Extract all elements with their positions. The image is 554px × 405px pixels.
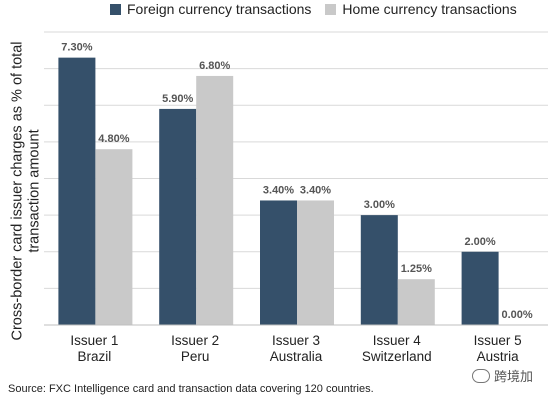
watermark: 跨境加: [472, 366, 533, 385]
data-label: 3.40%: [263, 184, 294, 196]
legend-swatch-foreign: [110, 3, 121, 15]
y-axis-label-text: Cross-border card issuer charges as % of…: [9, 42, 43, 341]
legend-item-home: Home currency transactions: [325, 1, 517, 17]
x-tick-label: Issuer 4: [373, 333, 422, 348]
x-tick-sublabel: Brazil: [78, 349, 112, 364]
data-label: 6.80%: [199, 60, 230, 72]
bar-home: [397, 279, 435, 325]
bar-foreign: [58, 57, 96, 325]
x-tick-label: Issuer 3: [272, 333, 320, 348]
bar-foreign: [360, 215, 398, 325]
y-axis-label-line-1: Cross-border card issuer charges as % of…: [9, 41, 25, 341]
legend-label-foreign: Foreign currency transactions: [127, 1, 312, 17]
x-tick-label: Issuer 1: [70, 333, 118, 348]
wechat-icon: [472, 368, 490, 383]
x-tick-label: Issuer 2: [171, 333, 219, 348]
x-tick-sublabel: Peru: [181, 349, 210, 364]
x-tick-sublabel: Austria: [477, 349, 520, 364]
bar-foreign: [461, 251, 499, 325]
data-label: 1.25%: [401, 263, 432, 275]
data-label: 4.80%: [98, 133, 129, 145]
data-label: 3.40%: [300, 184, 331, 196]
legend-label-home: Home currency transactions: [342, 1, 517, 17]
bar-foreign: [159, 108, 197, 325]
data-label: 2.00%: [464, 236, 495, 248]
y-axis-label: Cross-border card issuer charges as % of…: [6, 36, 46, 346]
bar-home: [297, 200, 334, 325]
bar-home: [95, 149, 133, 325]
bar-home: [196, 75, 234, 325]
bar-foreign: [260, 200, 297, 325]
data-label: 3.00%: [364, 199, 395, 211]
legend-swatch-home: [325, 3, 337, 15]
x-tick-sublabel: Australia: [270, 349, 323, 364]
data-label: 0.00%: [501, 309, 532, 321]
data-label: 5.90%: [162, 93, 193, 105]
x-tick-label: Issuer 5: [474, 333, 522, 348]
x-tick-sublabel: Switzerland: [362, 349, 432, 364]
legend: Foreign currency transactions Home curre…: [110, 1, 517, 17]
legend-item-foreign: Foreign currency transactions: [110, 1, 311, 17]
watermark-text: 跨境加: [494, 369, 534, 384]
data-label: 7.30%: [61, 42, 92, 54]
source-note: Source: FXC Intelligence card and transa…: [8, 383, 374, 395]
y-axis-label-line-2: transaction amount: [26, 129, 42, 253]
